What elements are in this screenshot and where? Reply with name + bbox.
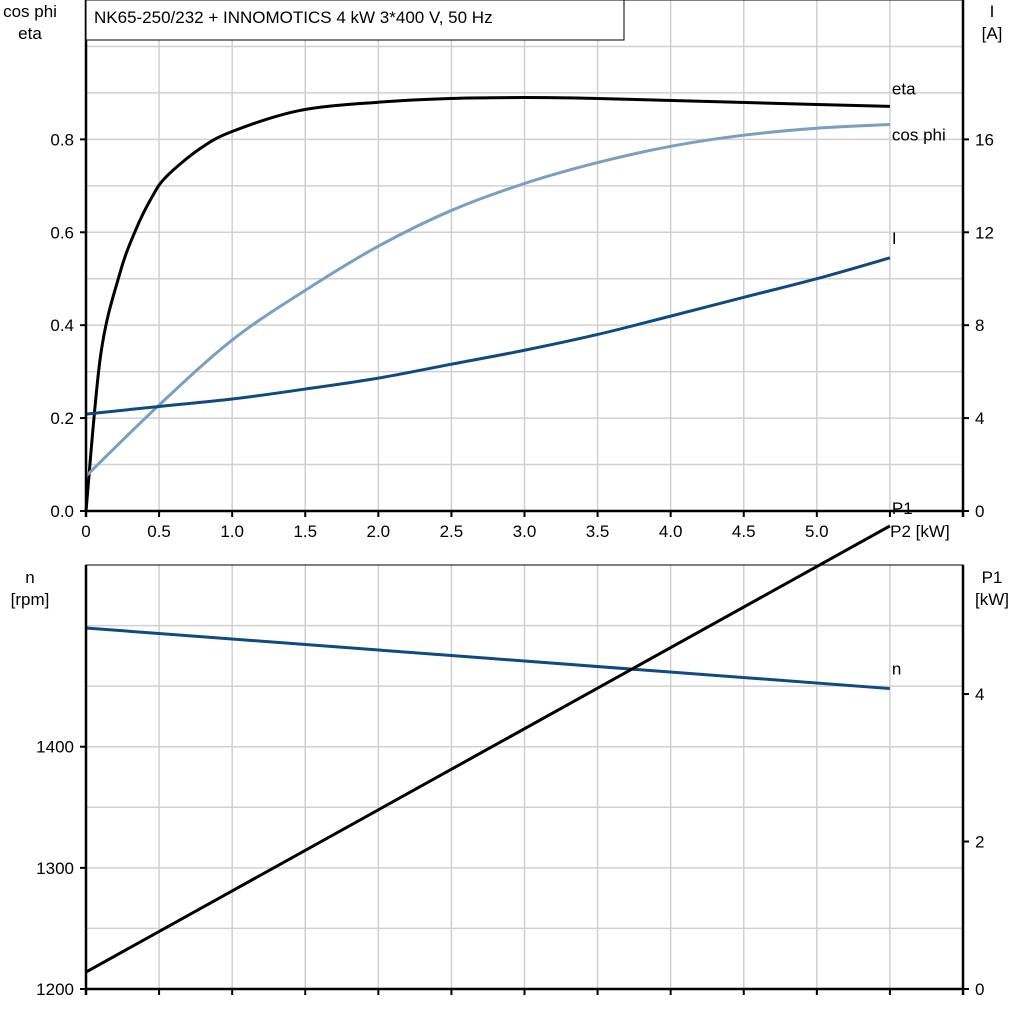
- y-tick-label-right: 4: [975, 685, 984, 704]
- y-tick-label-right: 2: [975, 833, 984, 852]
- x-tick-label: 0: [81, 522, 90, 541]
- x-tick-label: 1.5: [293, 522, 317, 541]
- series-label-eta: eta: [892, 79, 916, 98]
- x-tick-label: 3.0: [513, 522, 537, 541]
- y-tick-label-right: 8: [975, 316, 984, 335]
- x-tick-label: 3.5: [586, 522, 610, 541]
- x-tick-label: 5.0: [805, 522, 829, 541]
- y-axis-label-left: [rpm]: [11, 590, 50, 609]
- bottom-series: n P1: [85, 499, 913, 974]
- top-series: eta cos phi I: [84, 79, 946, 512]
- series-label-I: I: [892, 229, 897, 248]
- y-axis-label-left: eta: [18, 24, 42, 43]
- y-axis-label-right: I: [990, 2, 995, 21]
- series-label-cos-phi: cos phi: [892, 125, 946, 144]
- series-label-n: n: [892, 660, 901, 679]
- y-axis-label-right: P1: [982, 568, 1003, 587]
- x-tick-label: 1.0: [220, 522, 244, 541]
- x-tick-label: 0.5: [147, 522, 171, 541]
- y-tick-label-left: 0.8: [50, 130, 74, 149]
- axes: 0.0 0.2 0.4 0.6 0.8 0 4 8 12 16 cos phi eta I [A] 0 0.5…: [3, 0, 1009, 999]
- x-tick-label: 2.5: [440, 522, 464, 541]
- y-tick-label-right: 12: [975, 223, 994, 242]
- series-line-cos-phi: [84, 122, 890, 478]
- y-tick-label-left: 1400: [36, 738, 74, 757]
- y-axis-label-left: cos phi: [3, 2, 57, 21]
- title-box: [85, 0, 625, 41]
- y-tick-label-left: 0.6: [50, 223, 74, 242]
- y-tick-label-right: 0: [975, 980, 984, 999]
- y-tick-label-right: 0: [975, 502, 984, 521]
- series-line-I: [85, 256, 891, 416]
- y-tick-label-left: 1300: [36, 859, 74, 878]
- series-line-n: [85, 626, 891, 691]
- series-label-P1: P1: [892, 499, 913, 518]
- chart-title: NK65-250/232 + INNOMOTICS 4 kW 3*400 V, …: [94, 8, 493, 27]
- bottom-grid: [86, 565, 963, 989]
- top-grid: [86, 0, 963, 511]
- series-line-P1: [85, 524, 891, 974]
- y-tick-label-right: 16: [975, 130, 994, 149]
- y-axis-label-right: [kW]: [975, 590, 1009, 609]
- x-tick-label: 4.5: [732, 522, 756, 541]
- x-tick-label: 4.0: [659, 522, 683, 541]
- x-tick-label: 2.0: [367, 522, 391, 541]
- y-tick-label-left: 0.2: [50, 409, 74, 428]
- series-line-eta: [84, 96, 890, 512]
- y-tick-label-left: 0.0: [50, 502, 74, 521]
- y-tick-label-left: 0.4: [50, 316, 74, 335]
- y-axis-label-right: [A]: [982, 24, 1003, 43]
- y-axis-label-left: n: [25, 568, 34, 587]
- y-tick-label-right: 4: [975, 409, 984, 428]
- x-axis-label: P2 [kW]: [890, 522, 950, 541]
- y-tick-label-left: 1200: [36, 980, 74, 999]
